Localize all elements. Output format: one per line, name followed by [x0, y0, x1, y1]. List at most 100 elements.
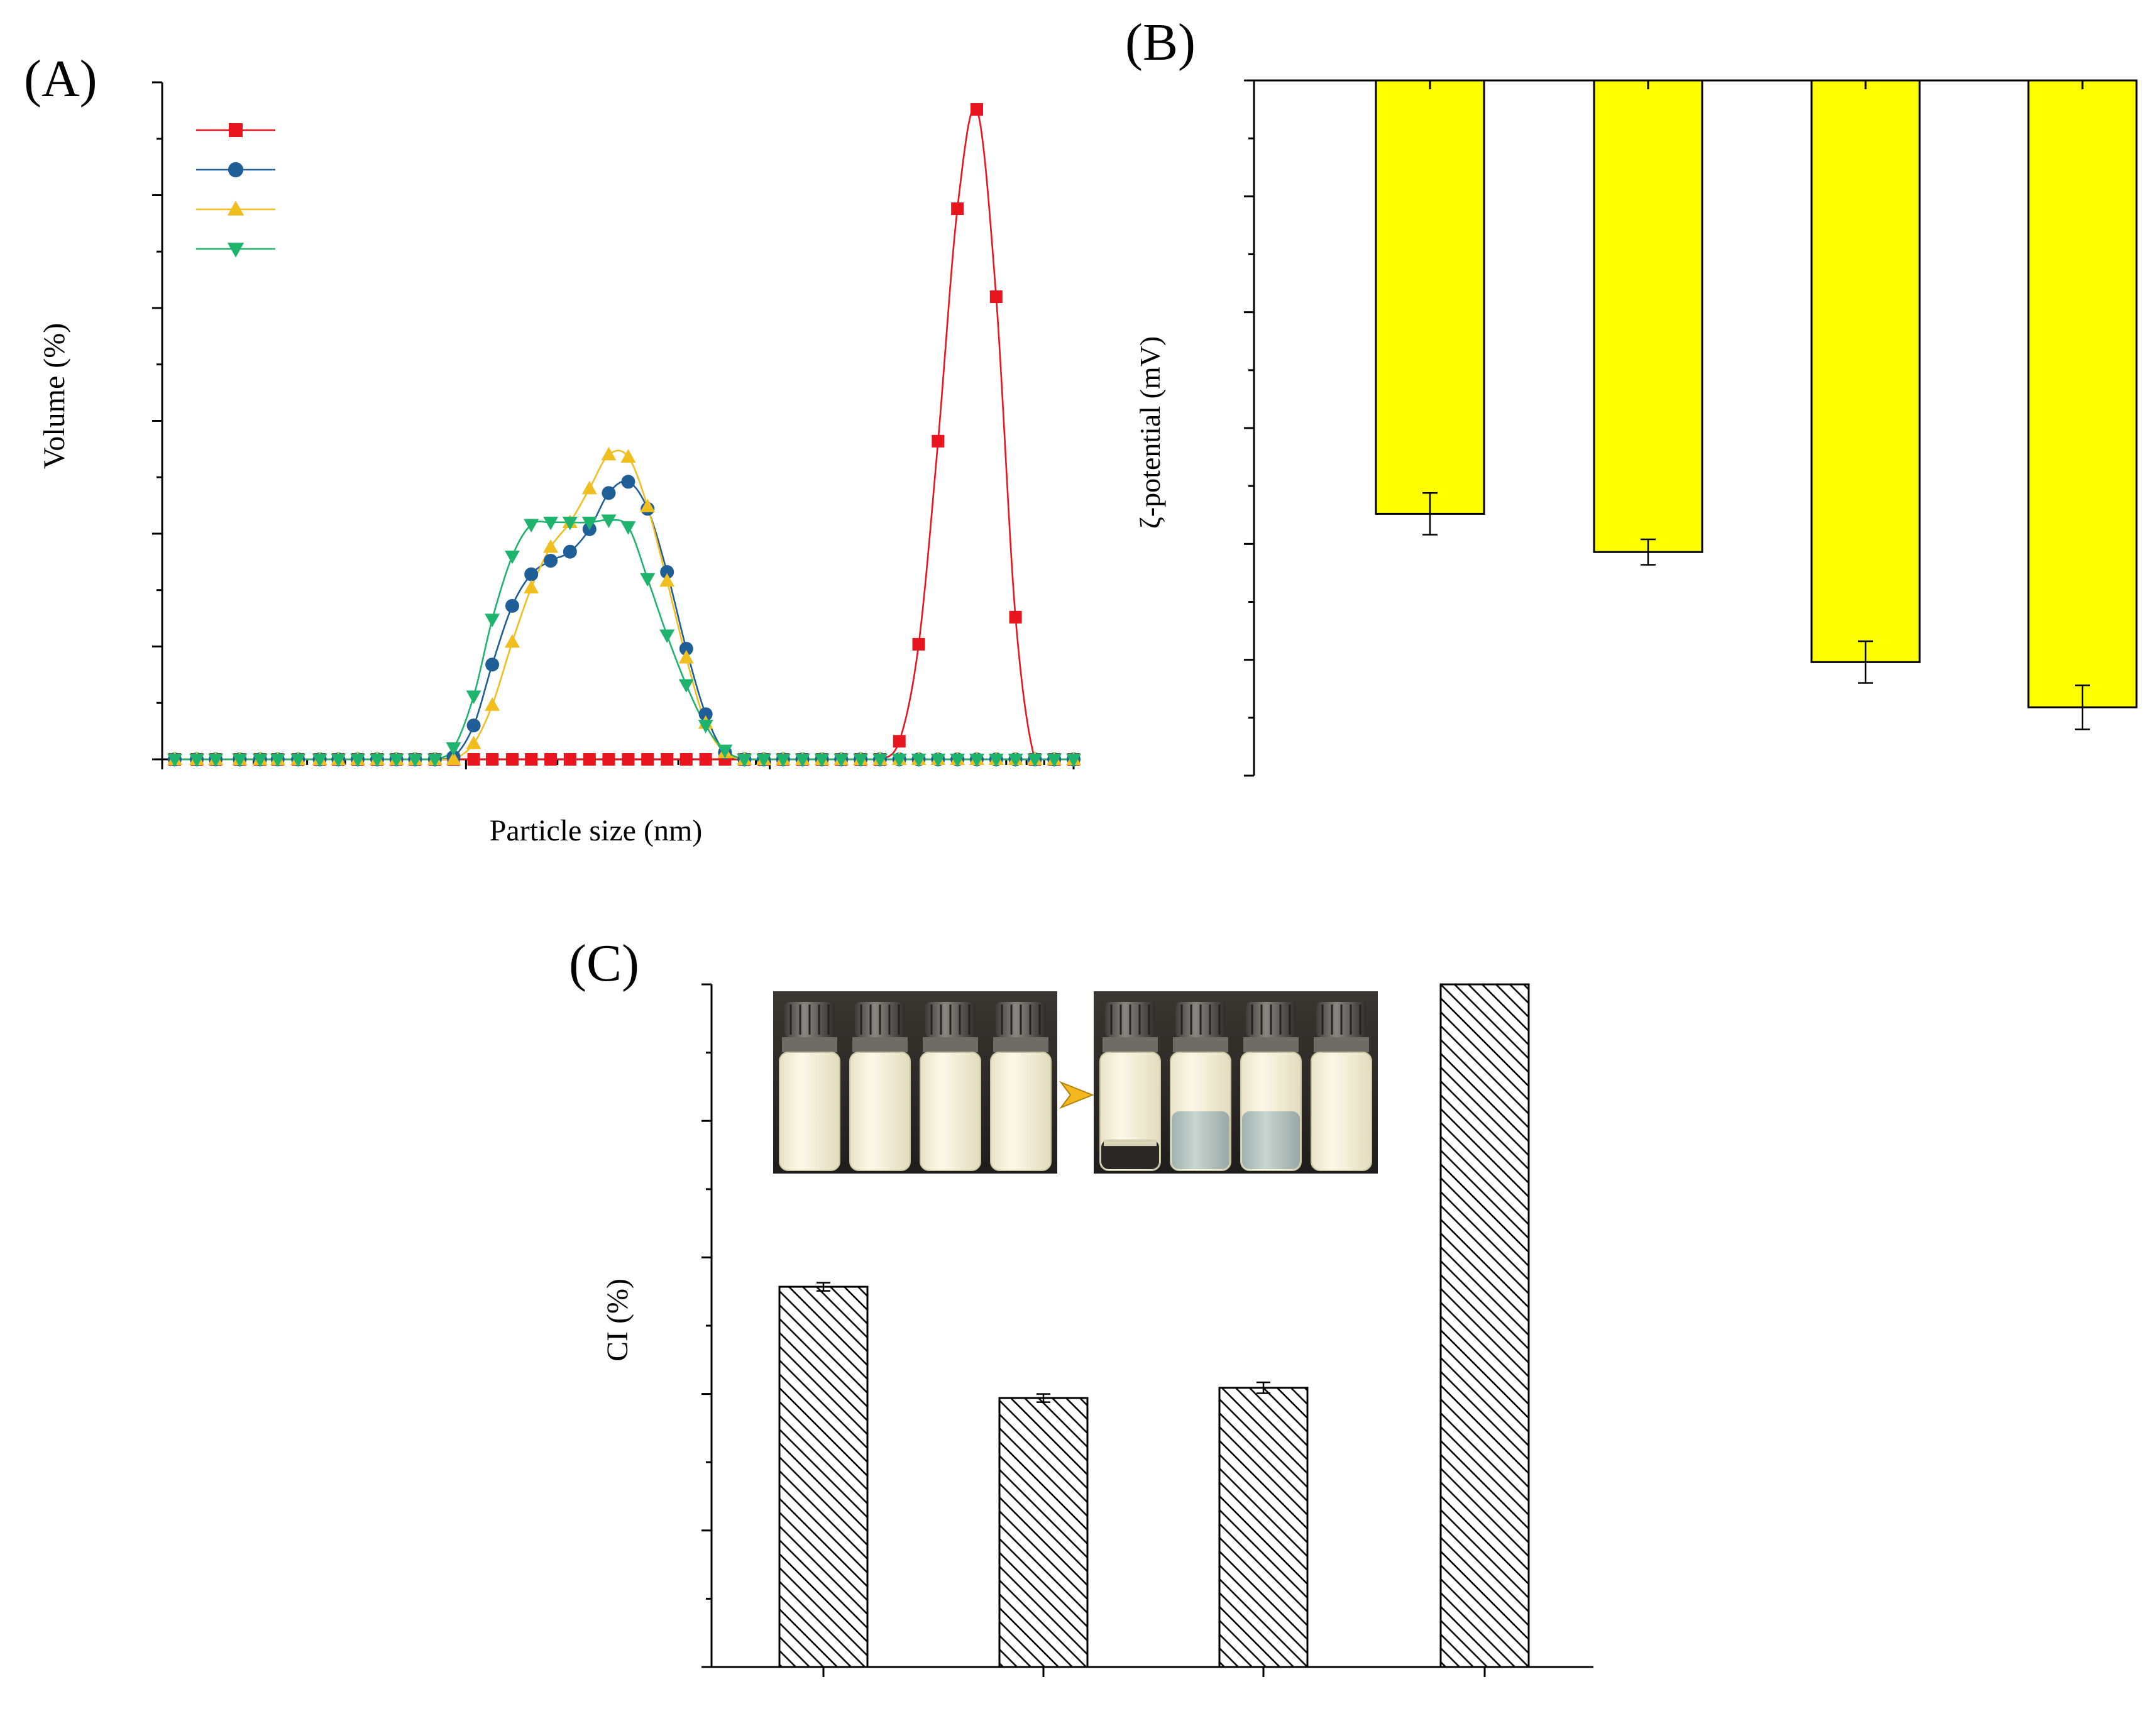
panel-a-marker-3: [350, 754, 366, 767]
panel-a-marker-3: [640, 573, 656, 587]
panel-a-marker-3: [717, 744, 733, 759]
panel-a-marker-3: [620, 521, 636, 535]
panel-a-marker-3: [167, 754, 183, 767]
vial: [990, 1002, 1052, 1171]
vial: [779, 1002, 840, 1171]
panel-a-marker-1: [485, 657, 500, 672]
panel-b-bars: [1375, 79, 2138, 730]
panel-a-marker-3: [969, 754, 984, 767]
panel-a-marker-0: [661, 753, 674, 766]
panel-a-marker-3: [698, 720, 713, 734]
panel-a-marker-3: [814, 754, 830, 767]
panel-a-series-line-0: [175, 106, 1074, 761]
panel-a-x-axis-title: Particle size (nm): [490, 814, 703, 847]
panel-a-marker-0: [525, 753, 538, 766]
panel-a-marker-0: [467, 753, 480, 766]
panel-a-marker-3: [1066, 754, 1081, 767]
panel-a-marker-3: [581, 517, 597, 531]
vial-neck: [993, 1037, 1048, 1052]
panel-a-marker-3: [290, 754, 306, 767]
panel-a-marker-2: [524, 580, 539, 594]
panel-a-marker-3: [872, 754, 888, 767]
panel-a-marker-2: [640, 498, 656, 512]
panel-a-marker-3: [446, 742, 461, 756]
panel-a-marker-3: [369, 754, 385, 767]
panel-a-marker-3: [833, 754, 849, 767]
panel-a-marker-3: [737, 754, 752, 767]
panel-c-y-axis-title: CI (%): [601, 1279, 634, 1362]
panel-a-marker-0: [699, 753, 712, 766]
vial-neck: [782, 1037, 837, 1052]
panel-a-marker-3: [1008, 754, 1023, 767]
panel-a-marker-3: [601, 514, 617, 528]
panel-a-marker-0: [583, 753, 596, 766]
inset-photo-after: [1094, 991, 1378, 1174]
vial-body: [990, 1052, 1052, 1171]
panel-a-marker-1: [679, 642, 693, 656]
panel-a-marker-2: [620, 449, 636, 463]
vial-neck: [1243, 1037, 1299, 1052]
panel-a-marker-3: [678, 679, 694, 693]
panel-a-marker-0: [970, 103, 983, 116]
panel-a-series-lines: [175, 106, 1074, 761]
vial: [1311, 1002, 1372, 1171]
panel-a-marker-3: [331, 754, 346, 767]
panel-a-marker-3: [659, 629, 675, 644]
vial: [1099, 1002, 1161, 1171]
vial-serum-layer: [1242, 1111, 1300, 1169]
panel-a-marker-1: [621, 475, 635, 489]
panel-a-marker-1: [544, 554, 558, 568]
panel-a-marker-0: [505, 753, 519, 766]
vial-serum-layer: [1172, 1111, 1229, 1169]
panel-a-marker-3: [232, 754, 248, 767]
vial-body: [779, 1052, 840, 1171]
panel-a-marker-3: [775, 754, 791, 767]
panel-a-marker-1: [505, 598, 519, 613]
panel-a-y-axis-title: Volume (%): [38, 323, 71, 469]
panel-a-marker-2: [581, 480, 597, 495]
legend-swatch-marker: [228, 162, 244, 178]
vial-neck: [1314, 1037, 1369, 1052]
panel-a-series-markers: [167, 103, 1081, 767]
vial: [920, 1002, 981, 1171]
panel-a-marker-2: [601, 446, 617, 461]
vial-neck: [852, 1037, 908, 1052]
vial-neck: [1173, 1037, 1228, 1052]
panel-a-marker-3: [504, 550, 520, 564]
panel-a-marker-3: [988, 754, 1004, 767]
panel-a-marker-0: [989, 290, 1003, 304]
panel-c-bar: [998, 1397, 1089, 1668]
vial: [849, 1002, 911, 1171]
panel-label-c: (C): [569, 934, 639, 993]
panel-a-marker-3: [930, 754, 946, 767]
panel-a-marker-1: [563, 544, 577, 559]
vial-sediment: [1101, 1140, 1159, 1169]
panel-a-marker-0: [1009, 610, 1022, 624]
panel-a-marker-3: [853, 754, 869, 767]
vial-neck: [1103, 1037, 1158, 1052]
panel-a-marker-3: [466, 690, 481, 704]
panel-a-marker-2: [446, 751, 461, 765]
panel-a-marker-3: [562, 517, 578, 531]
panel-a-marker-3: [252, 754, 268, 767]
panel-a-marker-3: [407, 754, 423, 767]
panel-a-marker-0: [679, 753, 693, 766]
vial-body: [1311, 1052, 1372, 1171]
panel-label-b: (B): [1125, 13, 1196, 72]
panel-a-marker-0: [641, 753, 654, 766]
panel-a-marker-3: [543, 517, 559, 531]
legend-swatch-marker: [227, 243, 245, 258]
panel-a-marker-1: [524, 567, 539, 581]
panel-a-line-chart: Particle size (nm) Volume (%): [38, 81, 1081, 847]
panel-a-marker-2: [504, 634, 520, 648]
panel-a-marker-3: [270, 754, 285, 767]
panel-c-bars: [778, 983, 1530, 1677]
panel-a-marker-0: [486, 753, 499, 766]
panel-b-bar: [1375, 79, 1485, 515]
panel-c-bar: [778, 1285, 869, 1668]
panel-b-bar: [1810, 79, 1921, 663]
panel-a-marker-3: [891, 754, 907, 767]
panel-b-bar: [1593, 79, 1703, 553]
panel-a-marker-3: [524, 519, 539, 533]
